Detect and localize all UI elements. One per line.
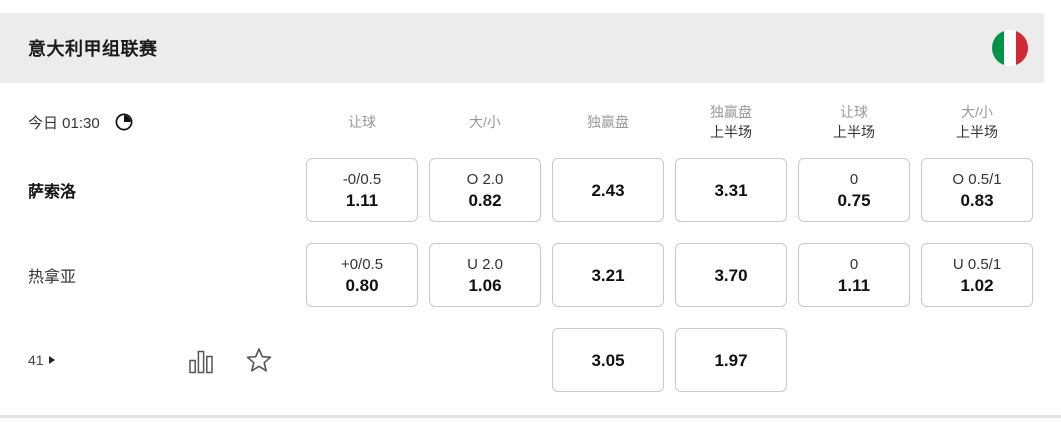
more-markets-link[interactable]: 41: [28, 352, 55, 368]
star-icon: [246, 348, 271, 372]
chevron-right-icon: [48, 356, 55, 364]
odds-away-moneyline[interactable]: 3.21: [552, 243, 664, 307]
table-row-away: 热拿亚 +0/0.5 0.80 U 2.0 1.06 3.21 3.70 0 1…: [28, 243, 1033, 307]
odds-home-moneyline-first-half[interactable]: 3.31: [675, 158, 787, 222]
col-header-moneyline-first-half: 独赢盘 上半场: [710, 104, 752, 140]
column-header-row: 今日 01:30 让球 大/小 独赢盘 独赢盘 上半场 让球 上半场 大/小 上半场: [28, 97, 1033, 147]
col-header-over-under-first-half: 大/小 上半场: [956, 104, 998, 140]
flag-white-stripe: [1004, 30, 1016, 66]
league-header: 意大利甲组联赛: [0, 13, 1044, 83]
col-header-over-under: 大/小: [469, 114, 501, 130]
odds-draw-moneyline-first-half[interactable]: 1.97: [675, 328, 787, 392]
odds-home-over-first-half[interactable]: O 0.5/1 0.83: [921, 158, 1033, 222]
odds-home-handicap[interactable]: -0/0.5 1.11: [306, 158, 418, 222]
more-markets-count: 41: [28, 352, 44, 368]
home-team-name: 萨索洛: [28, 184, 77, 201]
match-time: 今日 01:30: [28, 112, 295, 133]
bar-chart-icon: [188, 350, 213, 374]
col-header-handicap-first-half: 让球 上半场: [833, 104, 875, 140]
col-header-handicap: 让球: [348, 114, 376, 130]
odds-home-moneyline[interactable]: 2.43: [552, 158, 664, 222]
odds-home-handicap-first-half[interactable]: 0 0.75: [798, 158, 910, 222]
flag-red-stripe: [1016, 30, 1028, 66]
odds-draw-moneyline[interactable]: 3.05: [552, 328, 664, 392]
odds-away-under[interactable]: U 2.0 1.06: [429, 243, 541, 307]
flag-green-stripe: [992, 30, 1004, 66]
table-row-home: 萨索洛 -0/0.5 1.11 O 2.0 0.82 2.43 3.31 0 0…: [28, 158, 1033, 222]
odds-home-over[interactable]: O 2.0 0.82: [429, 158, 541, 222]
bottom-separator: [0, 415, 1061, 418]
favorite-button[interactable]: [245, 346, 273, 374]
match-time-label: 今日 01:30: [28, 114, 100, 132]
col-header-moneyline: 独赢盘: [587, 114, 629, 130]
league-title: 意大利甲组联赛: [28, 39, 158, 59]
odds-away-handicap-first-half[interactable]: 0 1.11: [798, 243, 910, 307]
away-team-name: 热拿亚: [28, 269, 77, 286]
clock-icon: [115, 113, 133, 131]
match-meta-cell: 41: [28, 328, 295, 392]
odds-away-handicap[interactable]: +0/0.5 0.80: [306, 243, 418, 307]
stats-button[interactable]: [188, 346, 214, 374]
italy-flag-icon: [992, 30, 1028, 66]
table-row-draw: 41 3.05 1.97: [28, 328, 1033, 392]
odds-away-under-first-half[interactable]: U 0.5/1 1.02: [921, 243, 1033, 307]
odds-away-moneyline-first-half[interactable]: 3.70: [675, 243, 787, 307]
